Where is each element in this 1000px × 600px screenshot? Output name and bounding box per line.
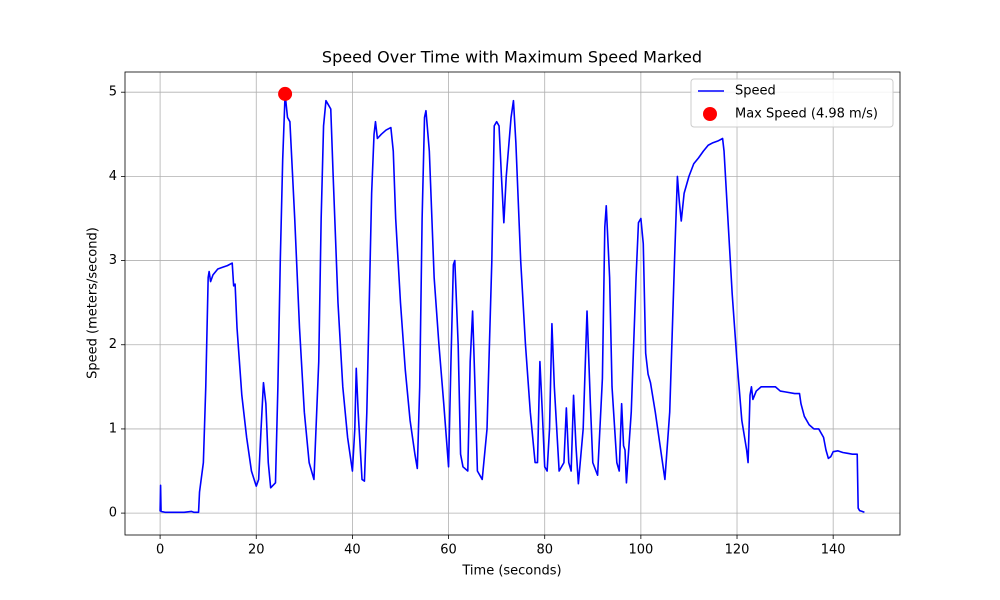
y-tick-label: 0 <box>109 506 117 521</box>
y-tick-label: 5 <box>109 85 117 100</box>
y-tick-label: 2 <box>109 337 117 352</box>
x-tick-label: 40 <box>344 543 361 558</box>
legend-box <box>690 78 894 128</box>
x-tick-label: 60 <box>440 543 457 558</box>
plot-frame <box>124 71 901 536</box>
x-tick-label: 100 <box>628 543 653 558</box>
max-point <box>278 86 293 101</box>
legend-marker <box>703 107 717 121</box>
chart-title: Speed Over Time with Maximum Speed Marke… <box>322 48 702 67</box>
legend-label: Speed <box>735 84 776 99</box>
y-tick-label: 3 <box>109 253 117 268</box>
x-tick-label: 0 <box>156 543 164 558</box>
x-tick-label: 140 <box>821 543 846 558</box>
x-tick-label: 120 <box>725 543 750 558</box>
y-tick-label: 4 <box>109 169 117 184</box>
speed-line <box>159 93 865 514</box>
legend-label: Max Speed (4.98 m/s) <box>735 107 878 122</box>
x-tick-label: 80 <box>536 543 553 558</box>
y-axis-label: Speed (meters/second) <box>86 227 101 379</box>
x-axis-label: Time (seconds) <box>461 564 561 579</box>
x-tick-label: 20 <box>248 543 265 558</box>
y-tick-label: 1 <box>109 421 117 436</box>
